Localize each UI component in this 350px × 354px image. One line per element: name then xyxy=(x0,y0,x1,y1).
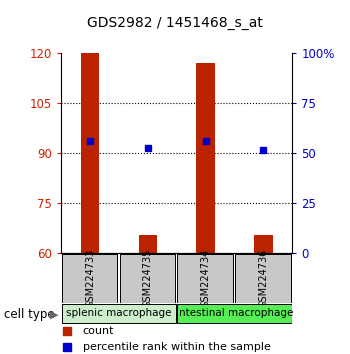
Text: percentile rank within the sample: percentile rank within the sample xyxy=(83,342,271,352)
Text: GDS2982 / 1451468_s_at: GDS2982 / 1451468_s_at xyxy=(87,16,263,30)
Text: cell type: cell type xyxy=(4,308,54,321)
Text: GSM224736: GSM224736 xyxy=(258,249,268,308)
Bar xyxy=(235,254,290,303)
Bar xyxy=(62,254,117,303)
Bar xyxy=(196,63,215,253)
Text: GSM224733: GSM224733 xyxy=(85,249,95,308)
Bar xyxy=(139,235,157,253)
Bar xyxy=(177,254,233,303)
Text: intestinal macrophage: intestinal macrophage xyxy=(176,308,293,318)
Text: splenic macrophage: splenic macrophage xyxy=(66,308,172,318)
Text: GSM224734: GSM224734 xyxy=(201,249,211,308)
Bar xyxy=(62,304,176,323)
Bar xyxy=(120,254,175,303)
Text: GSM224735: GSM224735 xyxy=(143,249,153,308)
Bar xyxy=(177,304,292,323)
Bar xyxy=(81,53,99,253)
Text: ▶: ▶ xyxy=(50,309,58,319)
Text: count: count xyxy=(83,326,114,336)
Bar xyxy=(254,235,273,253)
